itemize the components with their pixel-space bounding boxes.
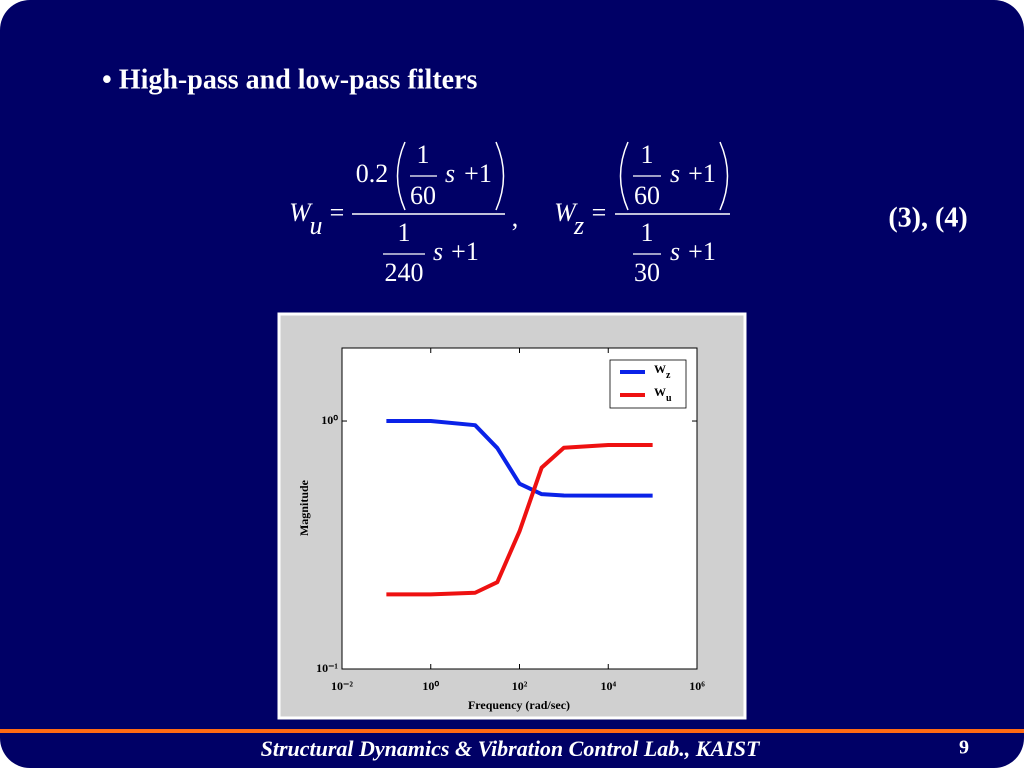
- paren: [719, 141, 729, 211]
- frac-bottom: 30: [634, 258, 660, 287]
- plot: 10⁻² 10⁰ 10² 10⁴ 10⁶ 10⁻¹ 10⁰ Wz Wu: [316, 348, 705, 693]
- lhs: W: [289, 198, 313, 227]
- rest: +1: [451, 237, 479, 266]
- coefficient: 0.2: [356, 159, 389, 188]
- series-line: [386, 443, 653, 597]
- equals: =: [592, 198, 607, 227]
- x-tick-label: 10⁰: [422, 679, 439, 693]
- legend-label: Wz: [654, 362, 671, 382]
- equation-wu: W u = 0.2 1 60 s +1 1 240 s +1 ,: [289, 140, 518, 287]
- rest: +1: [464, 159, 492, 188]
- legend-box: [609, 359, 687, 409]
- equals: =: [330, 198, 345, 227]
- x-tick-label: 10⁶: [689, 679, 705, 693]
- subscript: u: [310, 211, 323, 240]
- footer: Structural Dynamics & Vibration Control …: [261, 736, 761, 761]
- subscript: z: [573, 211, 584, 240]
- y-tick-label: 10⁻¹: [316, 661, 338, 675]
- frac-top: 1: [417, 140, 430, 169]
- x-tick-label: 10²: [512, 679, 528, 693]
- variable: s: [433, 237, 443, 266]
- x-axis-label: Frequency (rad/sec): [468, 698, 570, 712]
- frac-top: 1: [641, 218, 654, 247]
- variable: s: [670, 159, 680, 188]
- y-axis-label: Magnitude: [297, 479, 311, 536]
- frac-top: 1: [641, 140, 654, 169]
- lhs: W: [554, 198, 578, 227]
- y-tick-label: 10⁰: [321, 413, 338, 427]
- equation-wz: W z = 1 60 s +1 1 30 s +1: [554, 140, 730, 287]
- x-tick-label: 10⁻²: [331, 679, 353, 693]
- equation-number: (3), (4): [888, 202, 967, 233]
- variable: s: [670, 237, 680, 266]
- separator: ,: [512, 203, 519, 232]
- paren: [396, 141, 406, 211]
- paren: [619, 141, 629, 211]
- rest: +1: [688, 237, 716, 266]
- frac-bottom: 240: [385, 258, 424, 287]
- series-line: [386, 419, 653, 498]
- page-number: 9: [959, 737, 969, 759]
- bullet: • High-pass and low-pass filters: [102, 64, 478, 95]
- variable: s: [445, 159, 455, 188]
- frac-bottom: 60: [410, 181, 436, 210]
- rest: +1: [688, 159, 716, 188]
- x-tick-label: 10⁴: [600, 679, 616, 693]
- paren: [495, 141, 505, 211]
- frac-top: 1: [398, 218, 411, 247]
- legend-label: Wu: [654, 385, 672, 405]
- frac-bottom: 60: [634, 181, 660, 210]
